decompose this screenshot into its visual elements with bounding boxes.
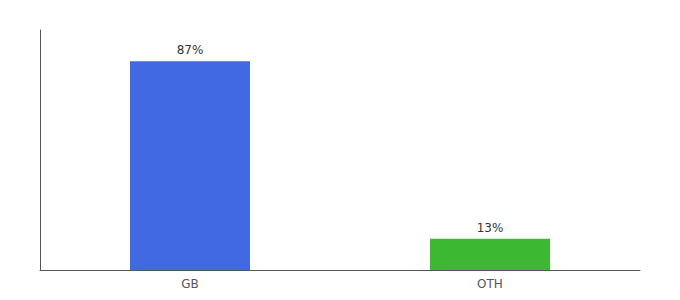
svg-text:87%: 87% xyxy=(177,43,204,57)
svg-text:13%: 13% xyxy=(477,221,504,235)
svg-text:GB: GB xyxy=(181,277,199,291)
svg-text:OTH: OTH xyxy=(477,277,503,291)
